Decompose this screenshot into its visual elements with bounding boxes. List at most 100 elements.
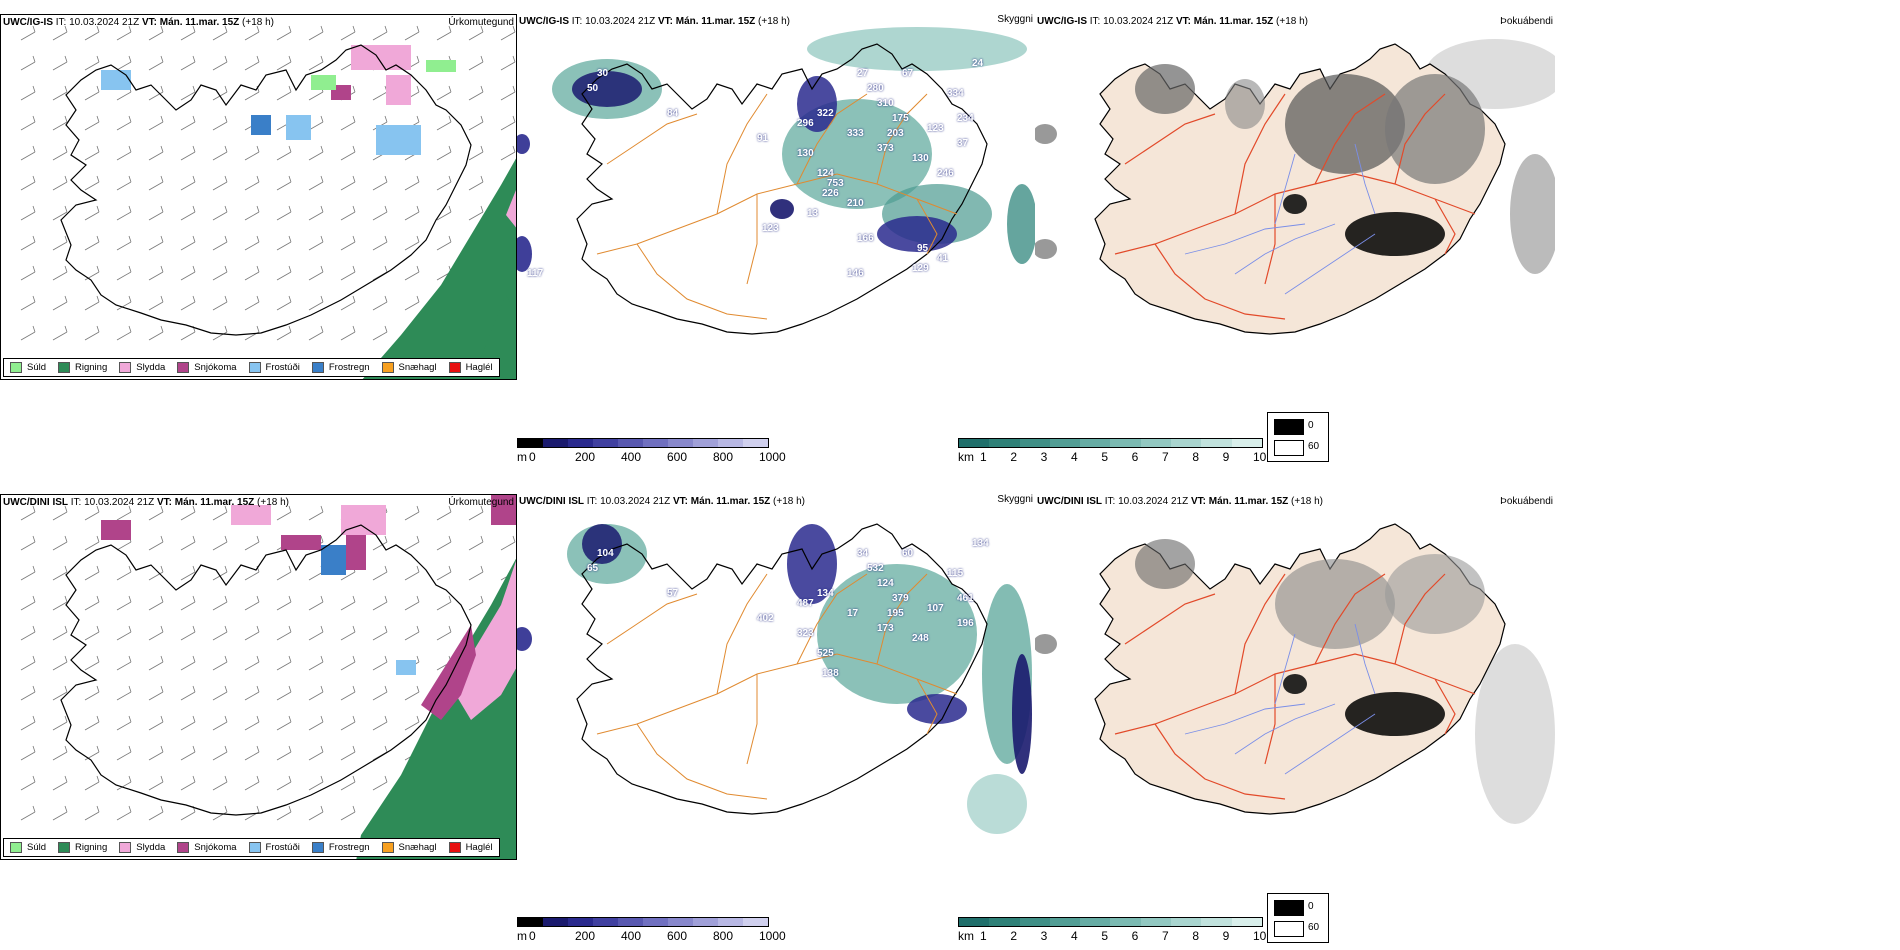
colorbar-swatch [693,439,718,447]
legend-item-snaehagl: Snæhagl [381,842,437,853]
wind-barb [116,265,132,281]
wind-barb [212,175,228,191]
colorbar-swatch [543,918,568,926]
colorbar-tick-label: 2 [1010,929,1018,943]
wind-barb [212,25,228,41]
cloud-base-value: 203 [887,128,904,139]
wind-barb [20,535,36,551]
wind-barb [436,235,452,251]
snow-area [421,625,476,720]
wind-barb [468,205,484,221]
colorbar-swatch [668,439,693,447]
wind-barb [20,55,36,71]
wind-barb [308,25,324,41]
colorbar-swatch [1049,439,1081,447]
wind-barb [276,775,292,791]
wind-barb [52,175,68,191]
cloud-base-value: 196 [957,618,974,629]
cloud-base-value: 226 [822,188,839,199]
cloud-base-value: 333 [847,128,864,139]
sleet-area [456,560,516,720]
wind-barb [212,505,228,521]
wind-barb [404,235,420,251]
wind-barb [404,625,420,641]
wind-barb [84,775,100,791]
colorbar-swatch [1140,439,1172,447]
wind-barb [180,205,196,221]
wind-barb [372,775,388,791]
fog-over-land [1135,64,1485,256]
wind-barb [116,55,132,71]
legend-item-snjokoma: Snjókoma [177,842,237,853]
colorbar-tick-label: 3 [1040,450,1048,464]
cloud-panel-1: 50 30 84 27 67 24 334 280 310 175 322 296 333 203 123 3… [517,14,1035,380]
wind-barb [276,715,292,731]
wind-barb [404,265,420,281]
colorbar-tick-label: 9 [1222,450,1230,464]
wind-barb [148,625,164,641]
wind-barb [372,295,388,311]
cloud-base-value: 130 [797,148,814,159]
wind-barb [276,625,292,641]
wind-barb [372,325,388,341]
precip-legend: Súld Rigning Slydda Snjókoma Frostúði Fr… [3,358,500,377]
cloud-cover [517,524,1032,834]
wind-barb [436,25,452,41]
wind-barb [500,25,516,41]
wind-barb [116,745,132,761]
wind-barb [436,625,452,641]
wind-barb [84,625,100,641]
iceland-map-fog-1 [1035,39,1555,335]
iceland-map-cloud-1 [517,27,1035,335]
wind-barb [20,145,36,161]
wind-barb [20,745,36,761]
wind-barb [20,505,36,521]
wind-barb [404,175,420,191]
legend-item-snjokoma: Snjókoma [177,362,237,373]
colorbar-tick-label: 4 [1071,450,1078,464]
cloud-base-value: 57 [667,588,679,599]
wind-barb [180,715,196,731]
wind-barb [340,715,356,731]
wind-barb [52,535,68,551]
iceland-map-fog-2 [1035,523,1555,824]
wind-barb [308,655,324,671]
wind-barb [52,685,68,701]
panel-title: Þokuábendi [1500,16,1553,27]
wind-barb [372,625,388,641]
wind-barb [308,625,324,641]
wind-barb [20,595,36,611]
cloud-base-value: 67 [902,68,914,79]
wind-barb [340,745,356,761]
wind-barb [84,25,100,41]
wind-barb [244,205,260,221]
wind-barb [372,685,388,701]
panel-header: UWC/IG-IS IT: 10.03.2024 21Z VT: Mán. 11… [1037,16,1308,27]
wind-barb [52,325,68,341]
wind-barb [276,655,292,671]
legend-item-haglel: Haglél [448,362,493,373]
wind-barb [276,85,292,101]
wind-barb [180,565,196,581]
cloud-base-value: 753 [827,178,844,189]
cloud-base-value: 248 [912,633,929,644]
wind-barb [180,325,196,341]
wind-barb [148,535,164,551]
wind-barb [436,595,452,611]
legend-item-frostudi: Frostúði [248,362,300,373]
wind-barb [212,535,228,551]
wind-barb [308,595,324,611]
wind-barb [212,325,228,341]
colorbar-swatch [618,439,643,447]
wind-barb [20,715,36,731]
wind-barb [180,685,196,701]
cloud-base-value: 146 [847,268,864,279]
wind-barb [116,595,132,611]
wind-barb [276,25,292,41]
wind-barb [148,25,164,41]
cloud-base-value: 24 [972,58,984,69]
wind-barb [212,805,228,821]
colorbar-swatch [518,918,543,926]
wind-barb [20,115,36,131]
precip-legend: Súld Rigning Slydda Snjókoma Frostúði Fr… [3,838,500,857]
